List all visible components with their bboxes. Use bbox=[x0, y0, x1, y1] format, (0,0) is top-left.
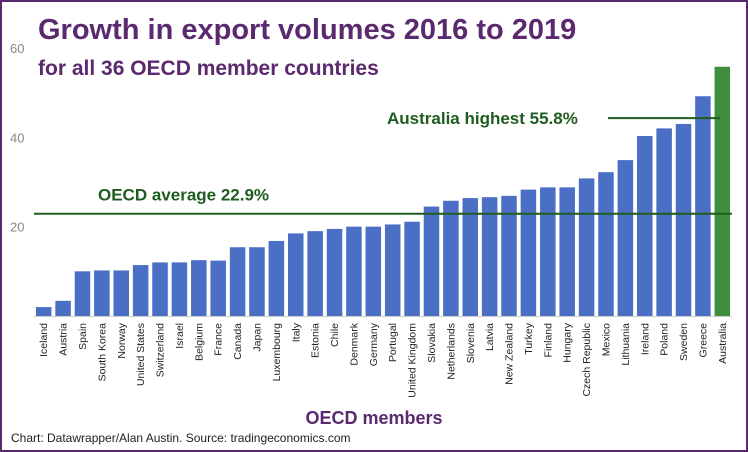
y-tick-label: 60 bbox=[10, 41, 24, 56]
category-label: Italy bbox=[290, 322, 302, 342]
category-label: Ireland bbox=[639, 323, 651, 355]
category-label: Finland bbox=[542, 323, 554, 358]
category-label: Slovakia bbox=[426, 323, 438, 363]
bar-mexico bbox=[598, 172, 614, 316]
oecd-average-annotation: OECD average 22.9% bbox=[98, 186, 269, 205]
bar-poland bbox=[656, 128, 672, 316]
bar-iceland bbox=[35, 307, 52, 316]
category-label: Lithuania bbox=[620, 323, 632, 366]
category-label: Belgium bbox=[193, 323, 205, 361]
category-label: Netherlands bbox=[445, 323, 457, 380]
bar-estonia bbox=[307, 231, 323, 316]
category-label: Hungary bbox=[562, 322, 574, 362]
bar-denmark bbox=[346, 226, 362, 316]
category-label: Israel bbox=[174, 323, 186, 349]
category-label: Greece bbox=[697, 323, 709, 358]
bar-canada bbox=[229, 247, 246, 316]
bar-sweden bbox=[675, 123, 692, 316]
chart-credit: Chart: Datawrapper/Alan Austin. Source: … bbox=[11, 431, 351, 445]
bar-ireland bbox=[636, 135, 653, 316]
category-label: Canada bbox=[232, 323, 244, 360]
bar-south-korea bbox=[94, 270, 110, 316]
bar-spain bbox=[74, 271, 91, 316]
bar-czech-republic bbox=[578, 178, 595, 316]
category-label: Luxembourg bbox=[271, 323, 283, 382]
bar-belgium bbox=[191, 260, 207, 316]
category-label: Czech Republic bbox=[581, 323, 593, 397]
bar-latvia bbox=[481, 197, 498, 316]
bar-norway bbox=[113, 270, 130, 316]
category-label: Japan bbox=[251, 323, 263, 352]
bar-luxembourg bbox=[268, 240, 285, 316]
bar-united-states bbox=[132, 265, 149, 316]
category-label: Switzerland bbox=[155, 323, 167, 377]
bar-united-kingdom bbox=[404, 221, 420, 316]
bar-portugal bbox=[384, 224, 401, 316]
bar-japan bbox=[249, 247, 265, 316]
category-label: Turkey bbox=[523, 322, 535, 354]
x-axis-label: OECD members bbox=[305, 408, 443, 428]
category-label: Iceland bbox=[38, 323, 50, 357]
bar-slovenia bbox=[462, 198, 479, 316]
bar-new-zealand bbox=[501, 195, 517, 316]
category-label: Poland bbox=[659, 323, 671, 356]
category-label: Spain bbox=[77, 323, 89, 350]
bar-chile bbox=[326, 228, 343, 316]
category-label: Mexico bbox=[600, 323, 612, 356]
bar-slovakia bbox=[423, 206, 440, 316]
category-label: Sweden bbox=[678, 323, 690, 361]
category-label: Norway bbox=[116, 322, 128, 358]
chart-subtitle: for all 36 OECD member countries bbox=[38, 57, 379, 80]
category-label: United States bbox=[135, 323, 147, 386]
category-label: Latvia bbox=[484, 323, 496, 351]
category-label: Portugal bbox=[387, 323, 399, 362]
bar-italy bbox=[287, 233, 304, 316]
bar-netherlands bbox=[443, 200, 459, 316]
chart-title: Growth in export volumes 2016 to 2019 bbox=[38, 14, 577, 46]
category-label: Australia bbox=[717, 323, 729, 364]
bar-hungary bbox=[559, 187, 575, 316]
bar-germany bbox=[365, 226, 382, 316]
category-label: Germany bbox=[368, 322, 380, 366]
bar-austria bbox=[55, 300, 71, 316]
bar-greece bbox=[695, 96, 711, 317]
bar-switzerland bbox=[152, 262, 168, 316]
category-label: United Kingdom bbox=[407, 323, 419, 398]
bar-australia bbox=[714, 66, 731, 316]
category-label: Estonia bbox=[310, 323, 322, 358]
category-label: Slovenia bbox=[465, 323, 477, 363]
category-label: France bbox=[213, 323, 225, 356]
category-label: Austria bbox=[58, 323, 70, 356]
category-label: Denmark bbox=[348, 322, 360, 365]
bar-france bbox=[210, 260, 226, 316]
category-label: South Korea bbox=[96, 323, 108, 382]
bar-lithuania bbox=[617, 160, 634, 316]
y-tick-label: 40 bbox=[10, 130, 24, 145]
bar-israel bbox=[171, 262, 188, 316]
y-tick-label: 20 bbox=[10, 220, 24, 235]
bar-finland bbox=[540, 187, 556, 316]
australia-highest-annotation: Australia highest 55.8% bbox=[387, 109, 578, 128]
bar-turkey bbox=[520, 189, 537, 316]
category-label: New Zealand bbox=[504, 323, 516, 385]
category-label: Chile bbox=[329, 323, 341, 347]
